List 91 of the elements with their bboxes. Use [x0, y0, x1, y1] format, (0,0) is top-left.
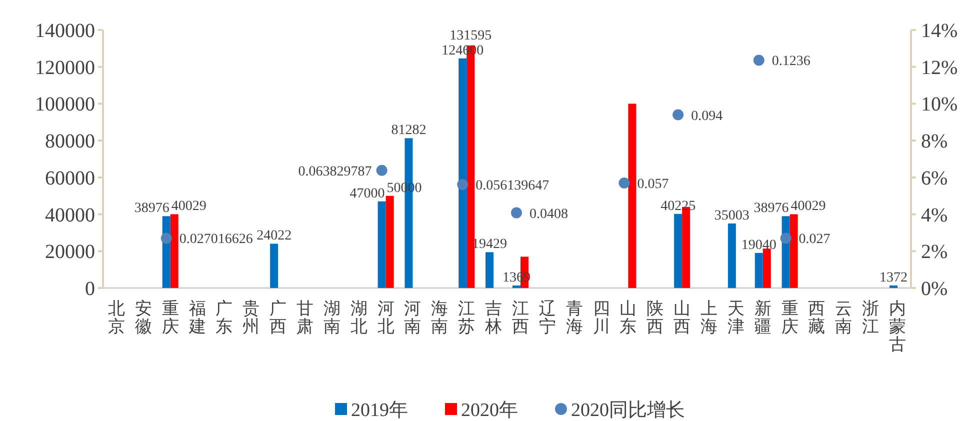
x-tick-label: 四川 [592, 299, 610, 336]
y-tick-label: 120000 [35, 56, 95, 79]
x-tick-label: 甘肃 [296, 299, 314, 336]
data-label: 0.0408 [529, 206, 568, 222]
x-tick-label: 上海 [700, 299, 718, 336]
bar [674, 214, 682, 288]
x-tick-label: 青海 [566, 299, 583, 336]
bar [512, 285, 520, 288]
x-tick-label: 吉林 [484, 299, 502, 336]
y2-tick-label: 12% [921, 56, 958, 79]
data-label: 19040 [741, 238, 776, 253]
bar [790, 214, 798, 288]
y-tick-label: 20000 [45, 241, 95, 264]
point [376, 164, 388, 176]
bar [628, 104, 636, 288]
x-tick-label: 贵州 [242, 299, 260, 336]
bar [270, 244, 278, 288]
data-label: 40029 [171, 199, 206, 214]
data-label: 131595 [450, 28, 492, 44]
x-tick-label: 广东 [216, 299, 233, 336]
bar [486, 252, 494, 288]
y2-tick-label: 6% [921, 167, 948, 190]
x-tick-label: 河南 [404, 299, 422, 336]
data-label: 40225 [660, 198, 696, 214]
data-label: 0.057 [637, 176, 669, 192]
data-label: 38976 [134, 201, 170, 216]
point [457, 179, 468, 190]
y2-tick-label: 8% [921, 130, 948, 153]
y2-tick-label: 0% [921, 278, 948, 300]
x-tick-label: 海南 [431, 299, 448, 336]
point [618, 177, 630, 188]
point [510, 207, 522, 218]
x-tick-label: 重庆 [781, 299, 798, 336]
bar [890, 285, 898, 288]
y-tick-label: 40000 [45, 204, 95, 226]
bar [458, 58, 467, 288]
legend-label: 2020同比增长 [571, 400, 685, 421]
data-label: 0.027 [798, 232, 830, 248]
x-tick-label: 广西 [270, 299, 287, 336]
y-tick-label: 0 [85, 278, 95, 300]
point [672, 109, 684, 120]
x-tick-label: 西藏 [808, 299, 826, 336]
data-label: 40029 [790, 199, 826, 214]
y-tick-label: 140000 [35, 20, 95, 42]
data-label: 0.027016626 [179, 232, 253, 248]
x-tick-label: 江西 [512, 299, 529, 336]
legend-label: 2019年 [351, 400, 408, 421]
y2-tick-label: 10% [921, 94, 958, 116]
bar [378, 201, 386, 288]
data-label: 24022 [256, 228, 292, 244]
y2-tick-label: 4% [921, 204, 948, 226]
y2-tick-label: 14% [921, 20, 958, 42]
data-label: 0.056139647 [476, 178, 550, 194]
bar [170, 214, 178, 288]
y-tick-label: 60000 [45, 167, 95, 190]
x-tick-label: 河北 [377, 299, 394, 336]
data-label: 0.1236 [772, 54, 810, 70]
x-tick-label: 山东 [620, 299, 637, 336]
y2-tick-label: 2% [921, 241, 948, 264]
x-tick-label: 云南 [835, 299, 852, 336]
data-label: 0.094 [691, 108, 723, 124]
point [753, 54, 764, 66]
x-tick-label: 湖南 [323, 299, 340, 336]
bar [754, 252, 763, 288]
legend-label: 2020年 [461, 400, 518, 421]
x-tick-label: 江苏 [458, 299, 476, 336]
x-tick-label: 陕西 [646, 299, 664, 336]
x-tick-label: 浙江 [862, 299, 880, 336]
x-tick-label: 山西 [674, 299, 691, 336]
x-tick-label: 辽宁 [538, 299, 556, 336]
y-tick-label: 100000 [35, 94, 95, 116]
x-tick-label: 重庆 [162, 299, 179, 336]
x-tick-label: 湖北 [350, 299, 368, 336]
x-tick-label: 北京 [108, 299, 125, 336]
x-tick-label: 福建 [188, 299, 206, 336]
data-label: 0.063829787 [298, 164, 372, 180]
x-tick-label: 天津 [727, 299, 744, 336]
point [160, 232, 172, 244]
data-label: 47000 [350, 186, 385, 202]
data-label: 1372 [880, 270, 908, 286]
bar [728, 223, 736, 288]
bar [762, 248, 771, 288]
x-tick-label: 内蒙古 [889, 299, 906, 354]
data-label: 81282 [391, 123, 426, 138]
point [780, 232, 792, 244]
data-label: 38976 [754, 201, 789, 216]
x-tick-label: 安徽 [134, 299, 152, 336]
y-tick-label: 80000 [45, 130, 95, 153]
data-label: 35003 [714, 208, 750, 224]
x-tick-label: 新疆 [754, 299, 772, 336]
bar [386, 196, 394, 288]
